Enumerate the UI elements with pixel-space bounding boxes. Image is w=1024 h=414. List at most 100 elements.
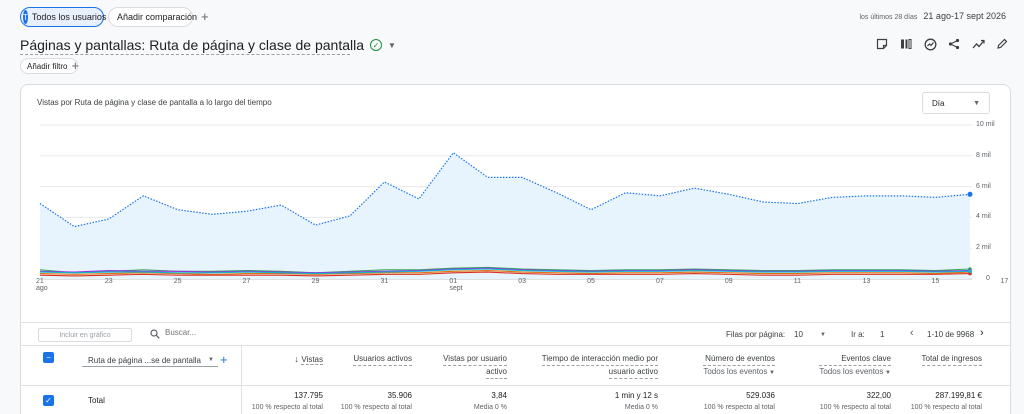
segment-avatar: T — [23, 10, 28, 24]
column-header[interactable]: Usuarios activos — [353, 353, 412, 366]
add-comparison-label: Añadir comparación — [117, 12, 198, 22]
trend-icon[interactable] — [970, 36, 986, 52]
total-value: 1 min y 12 s — [614, 391, 658, 400]
x-tick-label: 25 — [173, 278, 182, 285]
add-filter-button[interactable]: Añadir filtro + — [20, 58, 80, 74]
y-tick-label: 10 mil — [976, 121, 995, 128]
rows-per-page-label: Filas por página: — [726, 330, 786, 339]
event-filter-label: Todos los eventos — [703, 367, 768, 376]
column-header-label: Vistas — [301, 355, 323, 365]
dropdown-arrow-icon: ▼ — [973, 99, 980, 107]
column-header[interactable]: Total de ingresos — [921, 353, 982, 366]
x-month-label: ago — [36, 285, 48, 292]
total-value: 35.906 — [387, 391, 412, 400]
x-tick-label: 13 — [862, 278, 871, 285]
select-all-checkbox[interactable]: − — [43, 352, 54, 363]
include-in-chart-button[interactable]: Incluir en gráfico — [38, 328, 132, 342]
next-page-icon[interactable]: › — [980, 327, 984, 339]
total-label: Total — [88, 396, 105, 405]
total-value: 3,84 — [491, 391, 507, 400]
event-filter-label: Todos los eventos — [819, 367, 884, 376]
prev-page-icon[interactable]: ‹ — [910, 327, 914, 339]
total-row-checkbox[interactable]: ✓ — [43, 395, 54, 406]
total-value: 137.795 — [294, 391, 323, 400]
column-header[interactable]: Tiempo de interacción medio por usuario a… — [541, 353, 658, 379]
title-underline — [20, 54, 350, 55]
sort-desc-icon: ↓ — [294, 354, 302, 364]
event-filter-dropdown[interactable]: Todos los eventos ▼ — [819, 366, 891, 379]
compare-columns-icon[interactable] — [898, 36, 914, 52]
total-value: 287.199,81 € — [935, 391, 982, 400]
column-header[interactable]: ↓ Vistas — [294, 353, 323, 366]
chevron-down-icon[interactable]: ▼ — [388, 40, 396, 50]
column-header-label: Usuarios activos — [353, 353, 412, 366]
x-tick-label: 29 — [311, 278, 320, 285]
dropdown-arrow-icon: ▼ — [767, 370, 775, 376]
column-header-label-cont: activo — [486, 366, 507, 379]
column-header[interactable]: Eventos clave Todos los eventos ▼ — [819, 353, 891, 379]
dimension-select[interactable]: Ruta de página ...se de pantalla ▼ — [82, 354, 218, 367]
total-subtext: 100 % respecto al total — [819, 404, 891, 411]
search-icon — [150, 329, 160, 342]
column-header-label: Total de ingresos — [921, 353, 982, 366]
share-icon[interactable] — [946, 36, 962, 52]
dimension-column-divider — [241, 345, 242, 414]
total-subtext: 100 % respecto al total — [251, 404, 323, 411]
add-filter-label: Añadir filtro — [27, 61, 68, 71]
add-dimension-icon[interactable]: + — [220, 352, 228, 367]
dropdown-arrow-icon: ▼ — [208, 357, 214, 363]
y-tick-label: 4 mil — [976, 213, 991, 221]
plus-icon: + — [71, 58, 80, 73]
dimension-label: Ruta de página ...se de pantalla — [88, 355, 201, 365]
dropdown-arrow-icon: ▼ — [883, 370, 891, 376]
event-filter-dropdown[interactable]: Todos los eventos ▼ — [703, 366, 775, 379]
rows-per-page-select[interactable]: 10 — [794, 330, 803, 339]
insights-icon[interactable] — [922, 36, 938, 52]
column-header[interactable]: Número de eventos Todos los eventos ▼ — [703, 353, 775, 379]
segment-label: Todos los usuarios — [31, 12, 107, 22]
y-tick-label: 0 — [986, 275, 990, 282]
chart-title: Vistas por Ruta de página y clase de pan… — [37, 98, 272, 107]
total-row-divider — [21, 385, 1010, 386]
check-circle-icon: ✓ — [370, 39, 383, 51]
x-tick-label: 27 — [242, 278, 251, 285]
date-range-value: 21 ago-17 sept 2026 — [923, 11, 1006, 21]
x-tick-label: 09 — [724, 278, 733, 285]
total-value: 529.036 — [746, 391, 775, 400]
notes-icon[interactable] — [874, 36, 890, 52]
goto-page-input[interactable]: 1 — [880, 330, 885, 339]
search-input[interactable] — [165, 328, 365, 337]
total-subtext: 100 % respecto al total — [340, 404, 412, 411]
column-header[interactable]: Vistas por usuario activo — [443, 353, 507, 379]
column-header-label: Eventos clave — [819, 353, 891, 366]
segment-chip-all-users[interactable]: T Todos los usuarios — [20, 7, 107, 27]
x-tick-label: 21 — [36, 278, 44, 285]
chevron-down-icon[interactable]: ▼ — [820, 332, 826, 338]
x-tick-label: 17 — [1000, 278, 1009, 285]
column-header-label-cont: usuario activo — [608, 366, 658, 379]
column-header-label: Tiempo de interacción medio por — [541, 353, 658, 366]
plus-icon: + — [201, 9, 209, 24]
date-range-prefix: los últimos 28 días — [859, 14, 918, 21]
report-title[interactable]: Páginas y pantallas: Ruta de página y cl… — [20, 37, 396, 53]
report-title-text: Páginas y pantallas: Ruta de página y cl… — [20, 37, 365, 53]
x-tick-label: 15 — [931, 278, 940, 285]
report-toolbar — [874, 36, 1010, 52]
column-header-label: Vistas por usuario — [443, 353, 507, 366]
date-range-picker[interactable]: los últimos 28 días 21 ago-17 sept 2026 — [859, 11, 1006, 21]
total-subtext: Media 0 % — [624, 404, 658, 411]
x-tick-label: 07 — [656, 278, 664, 285]
goto-label: Ir a: — [851, 330, 865, 339]
x-tick-label: 11 — [793, 278, 802, 285]
granularity-value: Día — [932, 98, 945, 108]
total-subtext: 100 % respecto al total — [703, 404, 775, 411]
page-range-text: 1-10 de 9968 — [927, 330, 975, 339]
granularity-dropdown[interactable]: Día ▼ — [922, 92, 990, 114]
edit-icon[interactable] — [994, 36, 1010, 52]
table-top-divider — [21, 322, 1010, 323]
y-tick-label: 2 mil — [976, 244, 991, 252]
add-comparison-button[interactable]: Añadir comparación + — [108, 7, 209, 27]
column-header-label: Número de eventos — [703, 353, 775, 366]
total-subtext: Media 0 % — [473, 404, 507, 411]
x-tick-label: 01 — [449, 278, 458, 285]
